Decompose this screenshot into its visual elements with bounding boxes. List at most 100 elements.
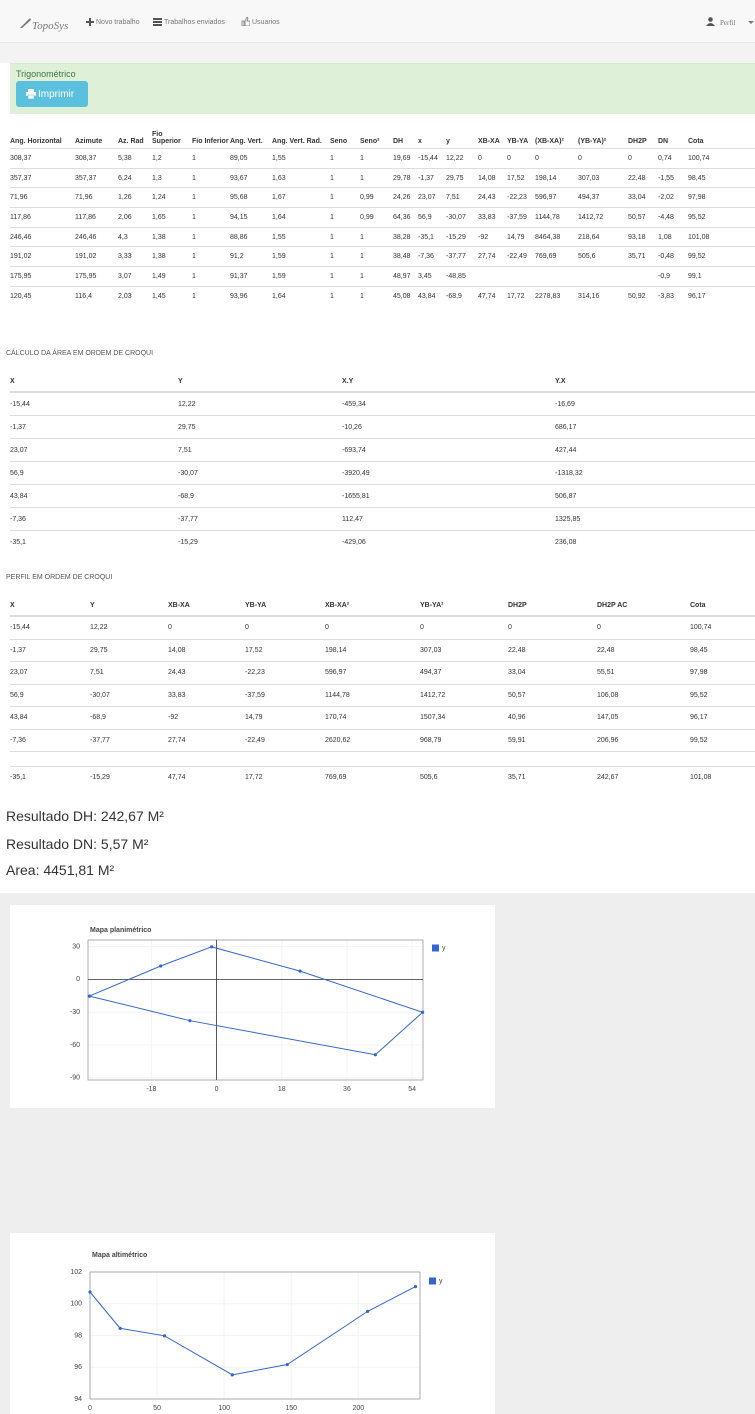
table-row: -1,37 29,75 14,08 17,52 198,14 307,03 22,48 22,… [10, 638, 755, 662]
series-line [89, 1286, 416, 1376]
cell: 17,52 [507, 167, 535, 188]
cell: 0 [420, 615, 508, 639]
column-header: (YB-YA)² [578, 138, 607, 145]
cell: 55,51 [597, 661, 690, 684]
cell: 12,22 [446, 148, 478, 169]
cell: 56,9 [10, 683, 90, 707]
cell: -10,26 [342, 415, 555, 439]
cell: 494,37 [420, 661, 508, 684]
x-tick-label: 54 [408, 1086, 416, 1093]
brand[interactable]: TopoSys [32, 20, 69, 32]
cell: 0,74 [658, 148, 688, 169]
table-row: -7,36 -37,77 112,47 1325,85 [10, 507, 755, 531]
printer-icon [26, 89, 36, 99]
area-table: X Y X.Y Y.X -15,44 12,22 -459,34 -16,69 -1,37 29,… [10, 372, 755, 553]
cell: 40,96 [508, 706, 597, 729]
nav-link[interactable]: Novo trabalho [96, 19, 140, 26]
column-header: Y.X [555, 372, 755, 393]
column-header: XB-XA [168, 596, 245, 617]
cell: 357,37 [10, 167, 75, 188]
cell: 1 [330, 266, 360, 287]
cell: -68,9 [446, 285, 478, 306]
cell: 2278,83 [535, 285, 578, 306]
cell: 1 [360, 246, 393, 267]
cell: 308,37 [10, 148, 75, 169]
cell: 1,45 [152, 285, 192, 306]
cell: 95,52 [690, 683, 755, 707]
cell: 94,15 [230, 207, 272, 228]
cell: 170,74 [325, 706, 420, 729]
cell: 120,45 [10, 285, 75, 306]
cell: -15,29 [178, 530, 342, 553]
cell: -22,23 [507, 187, 535, 208]
cell: 147,05 [597, 706, 690, 729]
cell: 1,49 [152, 266, 192, 287]
legend-label: y [442, 945, 446, 952]
cell: 91,2 [230, 246, 272, 267]
cell: 1 [360, 167, 393, 188]
cell: 236,08 [555, 530, 755, 553]
cell: -37,77 [90, 728, 168, 752]
y-tick-label: -90 [70, 1075, 80, 1082]
cell: 93,18 [628, 226, 658, 247]
cell: 27,74 [478, 246, 507, 267]
cell: 246,46 [10, 226, 75, 247]
nav-link[interactable]: Usuarios [252, 19, 280, 26]
x-tick-label: 150 [285, 1405, 297, 1412]
cell: 206,96 [597, 728, 690, 752]
legend-swatch [429, 1277, 436, 1285]
column-header: DN [658, 138, 669, 145]
profile-menu[interactable]: Perfil [720, 19, 736, 27]
cell: 0 [508, 615, 597, 639]
cell: 0 [478, 148, 507, 169]
print-button[interactable]: Imprimir [16, 81, 88, 107]
cell: 1,64 [272, 285, 330, 306]
cell: 1,26 [118, 187, 152, 208]
cell: 1,55 [272, 148, 330, 169]
cell: 56,9 [10, 461, 178, 485]
y-tick-label: -60 [70, 1042, 80, 1049]
cell: 89,05 [230, 148, 272, 169]
cell: -48,85 [446, 266, 478, 287]
cell: 27,74 [168, 728, 245, 752]
cell: 1 [360, 285, 393, 306]
cell: 14,08 [478, 167, 507, 188]
cell: 1325,85 [555, 507, 755, 531]
cell: 93,67 [230, 167, 272, 188]
panel-title: Trigonométrico [16, 69, 76, 79]
cell: 117,86 [75, 207, 118, 228]
cell: -30,07 [178, 461, 342, 485]
cell: 95,52 [688, 207, 755, 228]
cell: 100,74 [690, 615, 755, 639]
cell: -15,29 [90, 766, 168, 789]
data-point [87, 994, 92, 998]
cell: -15,29 [446, 226, 478, 247]
header-row: Ang. Horizontal Azimute Az. Rad Fio Superio… [10, 115, 755, 149]
cell: 1,59 [272, 246, 330, 267]
x-tick-label: 0 [215, 1086, 219, 1093]
y-tick-label: 30 [72, 943, 80, 950]
cell: -7,36 [418, 246, 446, 267]
data-point [413, 1285, 418, 1289]
x-tick-label: 100 [218, 1405, 230, 1412]
cell: 12,22 [90, 615, 168, 639]
data-point [118, 1326, 122, 1330]
cell: 29,75 [178, 415, 342, 439]
cell: 17,72 [507, 285, 535, 306]
cell: 22,48 [508, 638, 597, 662]
table-row: 43,84 -68,9 -92 14,79 170,74 1507,34 40,96 147,… [10, 706, 755, 729]
column-header: Fio Superior [152, 131, 181, 145]
cell: 64,36 [393, 207, 418, 228]
table-row: 175,95 175,95 3,07 1,49 1 91,37 1,59 1 1 48,97 3,4… [10, 266, 755, 287]
nav-link[interactable]: Trabalhos enviados [164, 19, 225, 26]
column-header: (XB-XA)² [535, 138, 564, 145]
cell: 505,6 [578, 246, 628, 267]
cell: 1,38 [152, 226, 192, 247]
table-row: 56,9 -30,07 33,83 -37,59 1144,78 1412,72 50,57… [10, 683, 755, 707]
column-header: X [10, 372, 178, 393]
cell: 191,02 [75, 246, 118, 267]
cell: 1 [330, 226, 360, 247]
cell: 50,57 [628, 207, 658, 228]
cell: 7,51 [90, 661, 168, 684]
cell: 93,96 [230, 285, 272, 306]
